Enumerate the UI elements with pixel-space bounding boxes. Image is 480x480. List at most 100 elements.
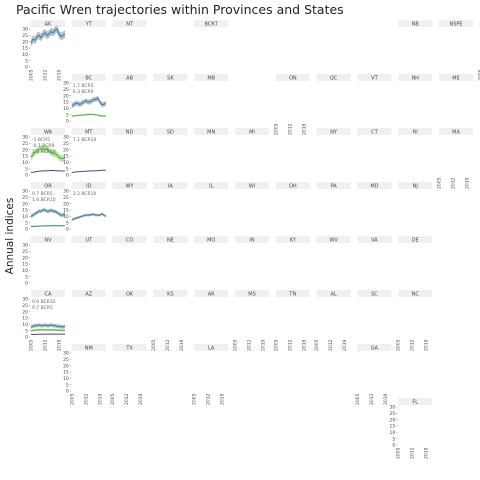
panel-label: TN xyxy=(288,292,296,298)
panel-al: AL 2005 2012 2019 xyxy=(314,290,351,351)
y-tick-label: 25 xyxy=(22,141,28,147)
panel-nt: NT xyxy=(112,20,147,28)
panel-in: IN xyxy=(235,236,269,244)
panel-label: SD xyxy=(167,130,174,136)
y-tick-label: 5 xyxy=(25,220,28,226)
y-tick-label: 25 xyxy=(63,87,69,93)
y-tick-label: 10 xyxy=(22,160,28,166)
panel-ct: CT xyxy=(357,128,392,136)
x-tick-label: 2019 xyxy=(57,339,63,351)
panel-label: NSPE xyxy=(449,22,462,28)
panel-header xyxy=(71,290,106,297)
x-tick-label: 2005 xyxy=(192,393,198,405)
panel-bcr7: BCR7 xyxy=(194,20,229,28)
panel-az: AZ xyxy=(71,290,106,298)
x-tick-label: 2019 xyxy=(424,339,430,351)
y-tick-label: 10 xyxy=(63,106,69,112)
panel-nc: NC 2005 2012 2019 xyxy=(396,290,433,351)
x-tick-label: 2012 xyxy=(451,177,457,189)
x-tick-label: 2012 xyxy=(287,339,293,351)
x-tick-label: 2012 xyxy=(43,339,49,351)
panel-label: WI xyxy=(249,184,255,190)
panel-nd: ND xyxy=(112,128,147,136)
panel-label: NM xyxy=(85,346,93,352)
y-tick-label: 5 xyxy=(25,58,28,64)
panel-header xyxy=(194,74,229,81)
panel-ne: NE xyxy=(153,236,188,244)
panel-ga: GA 2005 2012 2019 xyxy=(355,344,392,405)
x-tick-label: 2019 xyxy=(220,393,226,405)
y-tick-label: 30 xyxy=(22,135,28,141)
y-tick-label: 25 xyxy=(63,357,69,363)
y-tick-label: 15 xyxy=(22,154,28,160)
panel-header xyxy=(153,128,188,135)
panel-header xyxy=(112,74,147,81)
series-line xyxy=(71,113,106,117)
series-ribbon xyxy=(71,113,106,117)
panel-header xyxy=(112,290,147,297)
panel-ia: IA xyxy=(153,182,188,190)
x-tick-label: 2019 xyxy=(261,339,267,351)
x-tick-label: 2012 xyxy=(124,393,130,405)
y-axis-label: Annual indices xyxy=(4,198,16,275)
y-tick-label: 30 xyxy=(63,189,69,195)
y-tick-label: 20 xyxy=(22,255,28,261)
x-tick-label: 2019 xyxy=(465,177,471,189)
panel-label: ON xyxy=(289,76,297,82)
x-tick-label: 2005 xyxy=(69,393,75,405)
panel-label: AK xyxy=(45,22,52,28)
panel-ar: AR xyxy=(194,290,229,298)
panel-header xyxy=(439,20,473,27)
panel-header xyxy=(316,74,351,81)
panel-label: WV xyxy=(329,238,338,244)
panel-note: 0.3 BCR9 xyxy=(73,89,94,95)
x-tick-label: 2005 xyxy=(273,123,279,135)
panel-header xyxy=(153,236,188,243)
panel-header xyxy=(357,182,392,189)
y-tick-label: 15 xyxy=(63,154,69,160)
panel-header xyxy=(398,290,433,297)
x-tick-label: 2019 xyxy=(383,393,389,405)
x-tick-label: 2005 xyxy=(314,339,320,351)
panel-header xyxy=(235,236,269,243)
y-tick-label: 0 xyxy=(25,281,28,287)
y-tick-label: 0 xyxy=(25,335,28,341)
panel-label: MS xyxy=(248,292,256,298)
panel-note: 1.7 BCR5 xyxy=(73,83,94,89)
y-tick-label: 0 xyxy=(25,173,28,179)
panel-label: QC xyxy=(330,76,338,82)
panel-header xyxy=(398,398,433,405)
y-tick-label: 15 xyxy=(63,208,69,214)
panel-label: SC xyxy=(371,292,378,298)
y-tick-label: 15 xyxy=(22,316,28,322)
panel-header xyxy=(194,182,229,189)
y-tick-label: 20 xyxy=(63,147,69,153)
x-tick-label: 2005 xyxy=(437,177,443,189)
y-tick-label: 10 xyxy=(22,52,28,58)
panel-label: ID xyxy=(86,184,91,190)
x-tick-label: 2012 xyxy=(410,339,416,351)
panel-header xyxy=(153,182,188,189)
panel-note: 1.5 BCR10 xyxy=(32,149,56,155)
panel-qc: QC xyxy=(316,74,351,82)
panel-header xyxy=(194,344,229,351)
panel-label: AB xyxy=(126,76,133,82)
panel-header xyxy=(275,182,310,189)
panel-header xyxy=(316,236,351,243)
panel-on: ON 2005 2012 2019 xyxy=(273,74,310,135)
x-tick-label: 2019 xyxy=(301,339,307,351)
panel-label: AZ xyxy=(85,292,92,298)
panel-header xyxy=(71,182,106,189)
y-tick-label: 25 xyxy=(63,141,69,147)
panel-label: DE xyxy=(412,238,419,244)
panel-header xyxy=(194,290,229,297)
y-tick-label: 25 xyxy=(22,303,28,309)
panel-nb: NB xyxy=(398,20,433,28)
y-tick-label: 10 xyxy=(63,160,69,166)
panel-header xyxy=(112,236,147,243)
y-tick-label: 20 xyxy=(63,363,69,369)
panel-ks: KS 2005 2012 2019 xyxy=(151,290,188,351)
